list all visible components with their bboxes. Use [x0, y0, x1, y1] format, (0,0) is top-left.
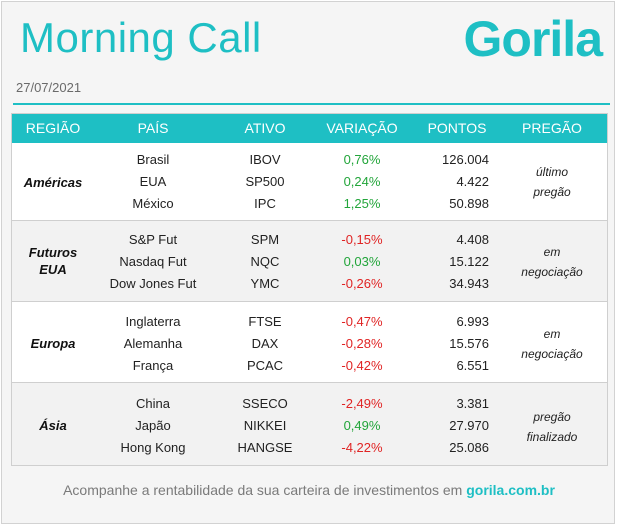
- country-cell: EUA: [139, 174, 167, 189]
- points-cell: 25.086: [449, 440, 489, 455]
- asset-cell: NQC: [250, 254, 280, 269]
- country-cell: Inglaterra: [125, 314, 181, 329]
- asset-cell: SSECO: [242, 396, 288, 411]
- points-cell: 50.898: [449, 196, 489, 211]
- change-cell: -0,47%: [341, 314, 383, 329]
- session-status: em negociação: [521, 245, 583, 279]
- asset-cell: FTSE: [248, 314, 282, 329]
- region-group-asia: Ásia China SSECO -2,49% 3.381 Japão NIKK…: [12, 383, 607, 465]
- asset-cell: SP500: [245, 174, 285, 189]
- country-cell: Dow Jones Fut: [109, 276, 197, 291]
- change-cell: 0,49%: [343, 418, 381, 433]
- points-cell: 4.408: [456, 232, 489, 247]
- column-header-ativo: ATIVO: [244, 120, 286, 136]
- country-cell: S&P Fut: [128, 232, 178, 247]
- footer-note: Acompanhe a rentabilidade da sua carteir…: [0, 482, 618, 498]
- change-cell: -2,49%: [341, 396, 383, 411]
- points-cell: 6.993: [456, 314, 489, 329]
- change-cell: -0,15%: [341, 232, 383, 247]
- points-cell: 6.551: [456, 358, 489, 373]
- country-cell: Brasil: [136, 152, 170, 167]
- points-cell: 27.970: [449, 418, 489, 433]
- session-status: pregão finalizado: [526, 410, 578, 444]
- page-title: Morning Call: [20, 14, 262, 61]
- country-cell: México: [132, 196, 174, 211]
- market-table: REGIÃO PAÍS ATIVO VARIAÇÃO PONTOS PREGÃO…: [11, 113, 608, 466]
- change-cell: -0,26%: [341, 276, 383, 291]
- asset-cell: SPM: [250, 232, 280, 247]
- change-cell: 0,76%: [343, 152, 381, 167]
- region-label: Futuros EUA: [28, 245, 78, 277]
- asset-cell: IBOV: [249, 152, 281, 167]
- region-label: Ásia: [39, 418, 67, 433]
- change-cell: -0,42%: [341, 358, 383, 373]
- report-date: 27/07/2021: [16, 80, 82, 95]
- change-cell: 0,03%: [343, 254, 381, 269]
- column-header-pontos: PONTOS: [427, 120, 487, 136]
- country-cell: Japão: [135, 418, 171, 433]
- country-cell: Alemanha: [123, 336, 183, 351]
- country-cell: Nasdaq Fut: [119, 254, 187, 269]
- asset-cell: NIKKEI: [243, 418, 287, 433]
- change-cell: 1,25%: [343, 196, 381, 211]
- change-cell: 0,24%: [343, 174, 381, 189]
- footer-text: Acompanhe a rentabilidade da sua carteir…: [63, 482, 467, 498]
- points-cell: 15.576: [449, 336, 489, 351]
- column-header-variacao: VARIAÇÃO: [326, 120, 398, 136]
- region-label: Europa: [30, 336, 76, 351]
- asset-cell: HANGSE: [237, 440, 293, 455]
- region-label: Américas: [23, 175, 83, 190]
- region-group-futuros-eua: Futuros EUA S&P Fut SPM -0,15% 4.408 Nas…: [12, 221, 607, 302]
- session-status: em negociação: [521, 327, 583, 361]
- country-cell: Hong Kong: [120, 440, 186, 455]
- points-cell: 15.122: [449, 254, 489, 269]
- header-divider: [13, 103, 610, 105]
- country-cell: China: [136, 396, 170, 411]
- change-cell: -0,28%: [341, 336, 383, 351]
- asset-cell: PCAC: [246, 358, 284, 373]
- column-header-pregao: PREGÃO: [522, 120, 582, 136]
- points-cell: 34.943: [449, 276, 489, 291]
- country-cell: França: [132, 358, 174, 373]
- footer-link[interactable]: gorila.com.br: [466, 482, 555, 498]
- column-header-pais: PAÍS: [137, 120, 169, 136]
- points-cell: 3.381: [456, 396, 489, 411]
- session-status: último pregão: [533, 165, 571, 199]
- asset-cell: IPC: [254, 196, 276, 211]
- points-cell: 4.422: [456, 174, 489, 189]
- region-group-europa: Europa Inglaterra FTSE -0,47% 6.993 Alem…: [12, 302, 607, 383]
- asset-cell: YMC: [250, 276, 280, 291]
- asset-cell: DAX: [251, 336, 279, 351]
- points-cell: 126.004: [442, 152, 489, 167]
- table-header: REGIÃO PAÍS ATIVO VARIAÇÃO PONTOS PREGÃO: [12, 114, 607, 143]
- brand-logo: Gorila: [463, 11, 603, 67]
- change-cell: -4,22%: [341, 440, 383, 455]
- region-group-americas: Américas Brasil IBOV 0,76% 126.004 EUA S…: [12, 143, 607, 221]
- column-header-regiao: REGIÃO: [25, 120, 81, 136]
